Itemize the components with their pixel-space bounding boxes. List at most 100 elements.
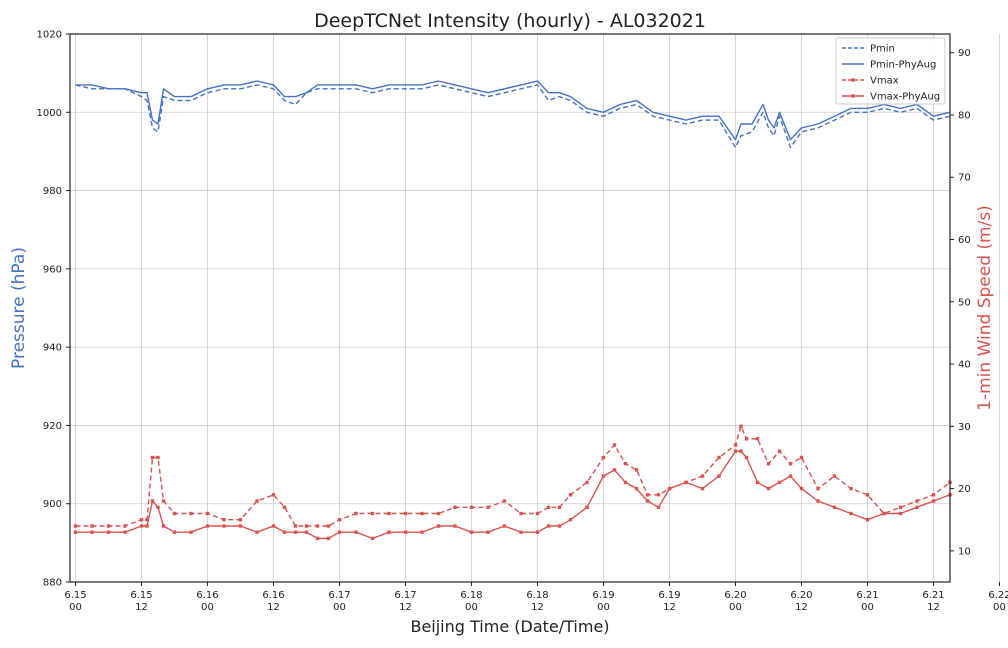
data-point: [816, 486, 820, 491]
data-point: [90, 524, 94, 528]
data-point: [623, 462, 628, 466]
data-point: [557, 505, 562, 509]
y-right-tick-label: 30: [958, 422, 971, 433]
data-point: [915, 499, 919, 503]
data-point: [601, 455, 606, 460]
data-point: [601, 474, 606, 478]
data-point: [898, 505, 903, 509]
legend-marker: [851, 94, 855, 98]
data-point: [106, 524, 111, 528]
data-point: [931, 493, 936, 497]
data-point: [453, 505, 457, 509]
data-point: [777, 480, 782, 485]
data-point: [387, 530, 391, 534]
data-point: [612, 468, 617, 472]
x-tick-label: 6.18: [460, 590, 482, 601]
data-point: [832, 474, 837, 478]
data-point: [205, 511, 210, 516]
axes-layer: 6.15006.15126.16006.16126.17006.17126.18…: [37, 30, 1008, 614]
legend-label: Vmax-PhyAug: [870, 92, 940, 103]
data-point: [387, 511, 391, 516]
x-tick-label: 12: [531, 602, 544, 613]
data-point: [777, 449, 782, 453]
data-point: [354, 530, 358, 534]
y-right-tick-label: 70: [958, 173, 971, 184]
data-point: [469, 530, 474, 534]
data-point: [73, 524, 78, 528]
y-right-tick-label: 60: [958, 235, 971, 246]
chart-title: DeepTCNet Intensity (hourly) - AL032021: [314, 10, 706, 32]
data-point: [370, 511, 375, 516]
x-tick-label: 12: [795, 602, 808, 613]
data-point: [535, 511, 540, 516]
data-point: [73, 530, 78, 534]
data-point: [832, 505, 837, 509]
y-right-tick-label: 40: [958, 360, 971, 371]
data-point: [546, 505, 551, 509]
x-tick-label: 00: [201, 602, 214, 613]
data-point: [788, 474, 793, 478]
data-point: [337, 518, 342, 522]
data-point: [420, 511, 424, 516]
data-point: [293, 524, 298, 528]
data-point: [502, 499, 507, 503]
data-point: [90, 530, 94, 534]
data-point: [585, 505, 589, 509]
data-point: [326, 524, 331, 528]
x-tick-label: 6.15: [130, 590, 152, 601]
data-point: [931, 499, 936, 503]
x-tick-label: 00: [465, 602, 478, 613]
x-tick-label: 6.21: [856, 590, 878, 601]
legend-label: Vmax: [870, 76, 899, 87]
plot-frame: [69, 33, 951, 583]
y-left-tick-label: 920: [43, 421, 62, 432]
data-point: [123, 524, 127, 528]
data-point: [271, 493, 276, 497]
data-point: [656, 493, 661, 497]
grid-layer: [70, 33, 1000, 583]
data-point: [634, 486, 639, 491]
x-tick-label: 6.20: [790, 590, 812, 601]
data-point: [849, 511, 853, 516]
data-point: [486, 505, 490, 509]
x-tick-label: 12: [927, 602, 940, 613]
series-line-pmin-phyaug: [75, 80, 951, 141]
data-point: [370, 536, 375, 541]
data-point: [238, 518, 243, 522]
data-point: [337, 530, 342, 534]
data-point: [156, 505, 160, 509]
y-right-tick-label: 90: [958, 48, 971, 59]
data-point: [739, 424, 743, 428]
data-point: [519, 511, 523, 516]
legend-box: [835, 37, 946, 105]
data-point: [546, 524, 551, 528]
data-point: [849, 486, 853, 491]
data-point: [733, 443, 738, 447]
data-point: [172, 530, 177, 534]
data-point: [282, 530, 287, 534]
data-point: [700, 486, 705, 491]
x-tick-label: 6.15: [64, 590, 86, 601]
data-point: [744, 437, 749, 441]
data-point: [717, 474, 721, 478]
y-left-tick-label: 880: [43, 578, 62, 589]
data-point: [282, 505, 287, 509]
y-right-tick-label: 50: [958, 297, 971, 308]
data-point: [222, 524, 226, 528]
data-point: [645, 493, 650, 497]
y-left-tick-label: 980: [43, 186, 62, 197]
data-point: [255, 499, 259, 503]
data-point: [403, 530, 408, 534]
x-tick-label: 6.19: [592, 590, 614, 601]
data-point: [882, 511, 886, 516]
data-point: [568, 493, 573, 497]
y-axis-label-right: 1-min Wind Speed (m/s): [975, 205, 995, 411]
data-point: [189, 530, 193, 534]
data-point: [915, 505, 919, 509]
y-left-tick-label: 940: [43, 343, 62, 354]
x-tick-label: 6.19: [658, 590, 680, 601]
data-point: [557, 524, 562, 528]
x-tick-label: 00: [861, 602, 874, 613]
